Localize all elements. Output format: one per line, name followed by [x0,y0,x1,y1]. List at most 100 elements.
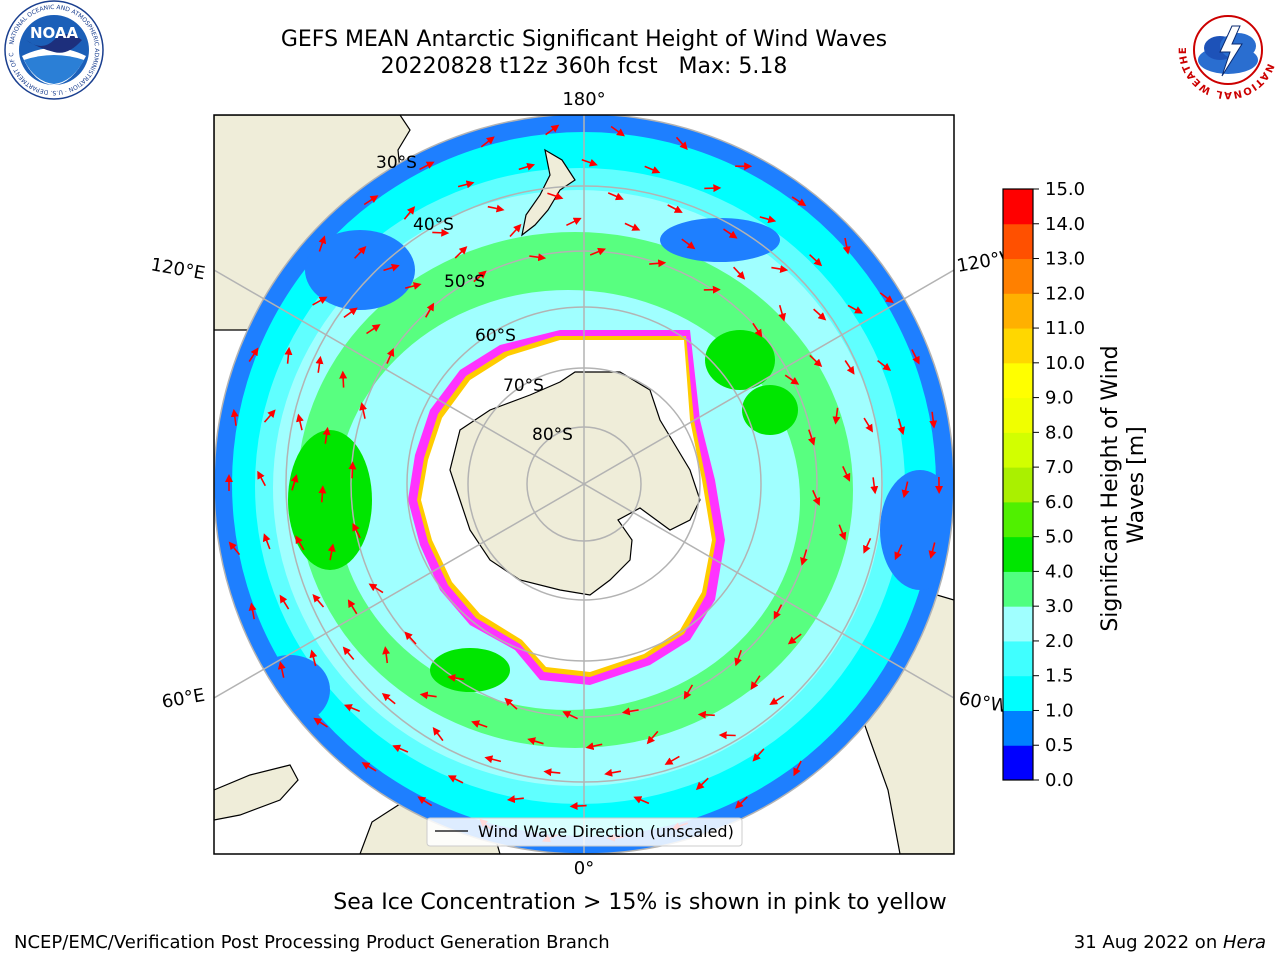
wind-wave-arrow [800,549,808,566]
land-antarctica [449,371,701,596]
wind-wave-arrow [432,727,444,742]
wind-wave-arrow [545,124,560,136]
colorbar-segment [1003,328,1033,364]
wind-wave-arrow [733,266,746,280]
colorbar-tick-label: 6.0 [1045,492,1074,513]
wind-wave-arrow [454,246,468,259]
wind-wave-arrow [809,254,823,267]
wind-wave-arrow [322,426,331,444]
colorbar-tick-label: 11.0 [1045,318,1085,339]
colorbar-tick-label: 0.0 [1045,770,1074,791]
sea-ice-caption: Sea Ice Concentration > 15% is shown in … [333,890,947,915]
wind-wave-arrow [248,347,259,363]
wind-wave-arrow [809,354,823,368]
footer-timestamp: 31 Aug 2022 on Hera [1074,932,1266,953]
footer-machine: Hera [1222,932,1266,953]
colorbar-segment [1003,467,1033,503]
wind-wave-arrow [309,649,318,667]
noaa-logo: NOAA NATIONAL OCEANIC AND ATMOSPHERIC AD… [2,0,104,100]
lat-label-70s: 70°S [503,376,544,396]
colorbar-segment [1003,571,1033,607]
wind-wave-arrow [257,470,267,487]
wind-wave-arrow [589,247,606,256]
colorbar-tick-label: 0.5 [1045,735,1074,756]
colorbar-segment [1003,362,1033,399]
colorbar-tick-label: 8.0 [1045,422,1074,443]
wind-wave-arrow [352,522,361,539]
wind-wave-arrow [847,304,863,314]
wind-wave-arrow [506,795,524,804]
colorbar-segment [1003,675,1033,711]
colorbar-segment [1003,501,1033,538]
wind-wave-arrow [529,253,547,262]
map-frame-content: 30°S 40°S 50°S 60°S 70°S 80°S Wind Wave … [214,115,954,854]
wind-wave-arrow [343,704,361,712]
wind-wave-arrow [863,537,872,554]
colorbar-tick-label: 15.0 [1045,179,1085,200]
wind-wave-arrow [897,418,906,436]
wind-wave-arrow [838,524,847,541]
wind-wave-arrow [527,737,544,745]
wind-wave-arrow [778,304,786,322]
wind-wave-arrow [791,196,807,207]
lat-label-40s: 40°S [413,215,454,235]
wind-wave-arrow [473,270,487,283]
wind-wave-arrow [230,408,239,426]
wind-wave-arrow [675,136,688,151]
wind-wave-arrow [879,292,894,304]
footer-date: 31 Aug 2022 on [1073,932,1223,953]
wind-wave-arrow [339,370,348,388]
wind-wave-arrow [290,474,299,491]
wind-wave-arrow [315,355,324,373]
wind-wave-arrow [624,222,641,231]
wind-wave-arrow [368,583,384,594]
lon-label-60w: 60°W [957,688,1010,717]
wind-wave-arrow [543,768,561,777]
wind-wave-arrow [295,535,305,551]
wind-wave-arrow [403,206,416,220]
wind-wave-arrow [911,349,920,365]
colorbar-border [1002,188,1034,781]
legend-label: Wind Wave Direction (unscaled) [478,822,734,841]
wind-wave-arrow [284,346,293,364]
wind-wave-arrow [723,228,738,239]
wind-wave-arrow [863,417,873,433]
wind-wave-arrow [547,192,564,200]
footer-organization: NCEP/EMC/Verification Post Processing Pr… [14,932,610,953]
wind-wave-arrow [313,717,328,728]
wind-wave-arrow [734,649,742,667]
colorbar-segment [1003,223,1033,260]
wind-wave-arrow [392,744,409,753]
wind-wave-arrow [585,742,603,751]
colorbar-tick-label: 14.0 [1045,214,1085,235]
wind-wave-arrow [695,777,709,791]
wind-wave-arrow [312,296,328,306]
wind-wave-arrow [621,707,639,716]
wind-wave-arrow [228,541,241,556]
colorbar-label: Significant Height of Wind Waves [m] [1098,338,1149,631]
wind-wave-arrow [604,768,622,777]
wind-wave-arrow [509,223,522,238]
wind-wave-arrow [759,215,777,224]
lat-label-50s: 50°S [444,272,485,292]
wind-wave-arrow [471,720,488,728]
wind-wave-arrow [664,755,680,765]
wind-wave-arrow [419,161,435,171]
wind-wave-arrow [359,402,368,419]
wind-wave-arrow [697,710,715,719]
colorbar-tick-label: 12.0 [1045,283,1085,304]
wind-wave-arrow [480,136,495,148]
colorbar-tick-label: 1.0 [1045,700,1074,721]
wind-wave-arrow [793,760,802,777]
wind-wave-arrow [610,125,625,137]
wind-wave-arrow [363,195,379,206]
map-frame-border [213,114,955,855]
wind-wave-arrow [487,204,505,213]
wind-wave-arrow [405,282,422,290]
colorbar-tick-label: 1.5 [1045,666,1074,687]
wind-wave-arrow [484,755,502,764]
wind-wave-arrow [787,633,802,645]
wind-wave-arrow [842,237,851,255]
wind-wave-arrow [844,360,855,375]
wind-wave-arrow [381,693,396,705]
